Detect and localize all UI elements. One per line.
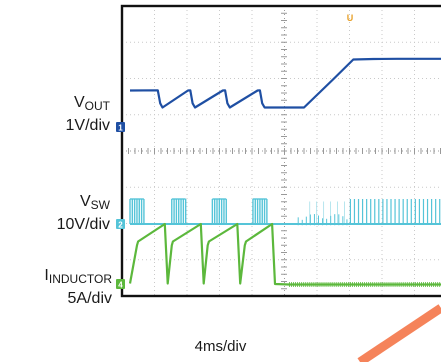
trace-channel-4 [128, 222, 441, 286]
channel-markers: 1 2 4 [116, 122, 125, 290]
time-scale-label: 4ms/div [194, 338, 247, 355]
graticule [122, 6, 441, 296]
channel-label-vout: VOUT 1V/div [6, 93, 110, 135]
channel-label-vsw: VSW 10V/div [6, 192, 110, 234]
channel-marker-2: 2 [116, 219, 125, 230]
channel-scale: 1V/div [65, 117, 110, 134]
waveform-traces [128, 57, 441, 287]
ripple-texture [289, 282, 441, 287]
channel-label-inductor: IINDUCTOR 5A/div [0, 266, 112, 308]
channel-scale: 5A/div [67, 290, 112, 307]
channel-marker-4: 4 [116, 279, 125, 290]
trace-channel-1 [129, 57, 441, 109]
plot-frame [120, 4, 441, 298]
channel-marker-1: 1 [116, 122, 125, 133]
channel-name: VSW [79, 193, 110, 212]
channel-scale: 10V/div [56, 216, 110, 233]
trigger-marker: U [347, 13, 354, 23]
svg-text:2: 2 [118, 221, 123, 230]
watermark-stroke [357, 304, 441, 362]
trace-channel-2 [129, 198, 441, 226]
svg-text:1: 1 [118, 124, 123, 133]
svg-text:4: 4 [118, 281, 123, 290]
channel-name: VOUT [73, 94, 110, 113]
channel-name: IINDUCTOR [44, 267, 112, 286]
